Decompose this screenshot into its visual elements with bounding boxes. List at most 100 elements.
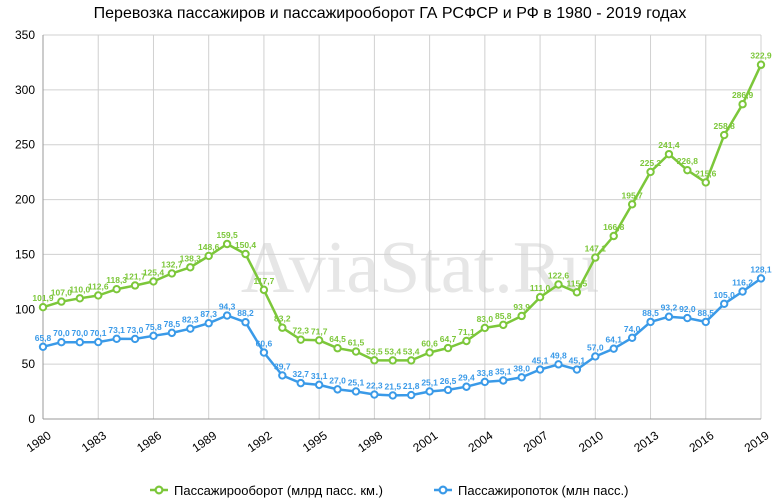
- x-tick-label: 2007: [521, 428, 551, 455]
- data-label: 121,7: [124, 271, 146, 281]
- data-point: [407, 356, 416, 365]
- legend-label-0: Пассажирооборот (млрд пасс. км.): [174, 483, 383, 498]
- data-point: [370, 390, 379, 399]
- data-label: 150,4: [235, 240, 257, 250]
- data-label: 21,5: [385, 381, 402, 391]
- data-label: 21,8: [403, 381, 420, 391]
- data-point: [314, 336, 324, 345]
- data-point: [112, 285, 121, 294]
- x-tick-label: 2004: [466, 428, 496, 455]
- data-label: 72,3: [292, 326, 309, 336]
- data-point: [738, 287, 747, 296]
- data-point: [609, 344, 618, 353]
- data-point: [94, 337, 103, 347]
- data-label: 125,4: [143, 267, 165, 277]
- data-point: [204, 319, 213, 328]
- data-label: 215,6: [695, 168, 717, 178]
- data-point: [149, 331, 158, 341]
- data-label: 258,8: [714, 121, 736, 131]
- data-label: 61,5: [348, 338, 365, 348]
- data-label: 166,8: [603, 222, 625, 232]
- data-label: 71,1: [458, 327, 475, 337]
- data-label: 31,1: [311, 371, 328, 381]
- data-label: 70,0: [72, 328, 89, 338]
- data-label: 93,2: [661, 303, 678, 313]
- data-label: 32,7: [292, 369, 309, 379]
- data-label: 116,2: [732, 278, 753, 288]
- data-point: [627, 333, 637, 343]
- data-point: [443, 343, 453, 353]
- data-point: [130, 334, 140, 344]
- data-point: [646, 167, 655, 177]
- x-tick-label: 1995: [300, 428, 330, 455]
- data-point: [572, 288, 582, 297]
- data-label: 78,5: [164, 319, 181, 329]
- data-point: [75, 338, 85, 347]
- data-label: 110,0: [69, 284, 90, 294]
- grid: [42, 34, 762, 420]
- data-label: 88,5: [697, 308, 714, 318]
- data-label: 159,5: [216, 230, 238, 240]
- data-label: 82,3: [182, 315, 199, 325]
- data-point: [480, 377, 490, 387]
- data-point: [38, 342, 48, 352]
- data-point: [554, 280, 563, 289]
- data-label: 26,5: [440, 376, 457, 386]
- data-point: [609, 231, 618, 241]
- data-label: 45,1: [569, 356, 586, 366]
- data-label: 49,8: [550, 350, 567, 360]
- data-point: [388, 391, 397, 400]
- y-tick-label: 300: [15, 83, 35, 97]
- data-label: 71,7: [311, 326, 328, 336]
- data-label: 138,3: [180, 253, 202, 263]
- y-tick-label: 50: [22, 357, 36, 371]
- data-point: [535, 293, 545, 302]
- legend-marker-1: [438, 485, 448, 495]
- x-tick-label: 2013: [631, 428, 661, 455]
- data-label: 128,1: [750, 264, 772, 274]
- data-label: 64,5: [329, 334, 346, 344]
- x-tick-label: 1998: [355, 428, 385, 455]
- data-point: [701, 317, 710, 327]
- data-point: [517, 311, 526, 321]
- data-label: 60,6: [256, 339, 273, 349]
- data-label: 88,5: [642, 308, 659, 318]
- data-label: 241,4: [658, 140, 680, 150]
- data-label: 226,8: [677, 156, 699, 166]
- x-tick-label: 2001: [410, 428, 440, 455]
- series-layer: 101,9107,0110,0112,6118,3121,7125,4132,7…: [32, 51, 772, 400]
- data-label: 25,1: [348, 377, 365, 387]
- data-label: 122,6: [548, 270, 570, 280]
- data-label: 73,1: [108, 325, 125, 335]
- data-label: 117,7: [254, 276, 275, 286]
- data-point: [370, 356, 379, 365]
- data-point: [259, 285, 269, 295]
- data-label: 73,0: [127, 325, 144, 335]
- data-label: 33,8: [477, 368, 494, 378]
- data-point: [351, 347, 361, 356]
- data-point: [554, 360, 563, 369]
- data-point: [314, 380, 324, 390]
- data-point: [756, 60, 766, 69]
- data-label: 64,1: [605, 335, 622, 345]
- data-label: 64,7: [440, 334, 457, 344]
- data-label: 94,3: [219, 302, 236, 312]
- data-label: 322,9: [750, 51, 772, 61]
- legend-item-0: Пассажирооборот (млрд пасс. км.): [150, 483, 383, 498]
- x-tick-label: 1992: [245, 428, 275, 455]
- data-point: [627, 200, 637, 209]
- data-point: [296, 378, 305, 388]
- y-tick-label: 150: [15, 247, 35, 261]
- data-label: 70,0: [53, 328, 70, 338]
- data-point: [167, 269, 177, 278]
- data-label: 22,3: [366, 381, 383, 391]
- data-point: [425, 348, 434, 357]
- data-point: [130, 281, 140, 290]
- data-label: 25,1: [421, 377, 438, 387]
- legend: Пассажирооборот (млрд пасс. км.) Пассажи…: [150, 483, 628, 498]
- watermark: AviaStat.Ru: [241, 227, 599, 309]
- data-label: 93,9: [513, 302, 530, 312]
- data-label: 53,4: [385, 346, 402, 356]
- x-tick-label: 1986: [134, 428, 164, 455]
